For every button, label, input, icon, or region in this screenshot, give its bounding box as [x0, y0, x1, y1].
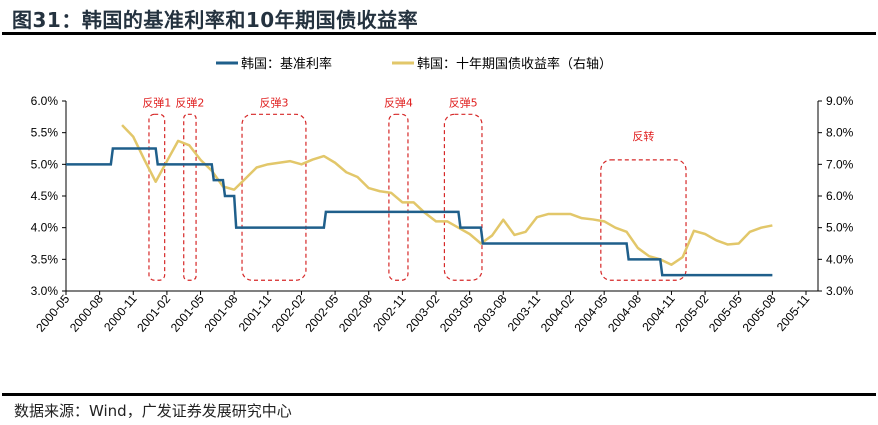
x-tick-label: 2003-02: [403, 292, 442, 335]
annotation-box: [388, 113, 409, 281]
left-tick-label: 3.0%: [31, 284, 59, 298]
source-rule: [2, 393, 876, 396]
right-tick-label: 9.0%: [826, 94, 854, 108]
x-tick-label: 2000-11: [101, 292, 140, 334]
source-note: 数据来源：Wind，广发证券发展研究中心: [14, 402, 292, 420]
figure-title: 图31：韩国的基准利率和10年期国债收益率: [12, 8, 419, 32]
right-tick-label: 7.0%: [826, 157, 854, 171]
x-tick-label: 2004-02: [538, 292, 577, 335]
x-tick-label: 2005-05: [706, 292, 745, 335]
x-tick-label: 2003-08: [471, 292, 510, 335]
x-tick-label: 2003-11: [505, 292, 544, 334]
x-tick-label: 2005-08: [740, 292, 779, 335]
x-tick-label: 2005-11: [774, 292, 813, 334]
yield-series-line: [121, 124, 773, 266]
legend-label-policy-rate: 韩国：基准利率: [241, 56, 332, 72]
x-tick-label: 2001-05: [168, 292, 207, 335]
x-tick-label: 2002-11: [370, 292, 409, 334]
right-tick-label: 3.0%: [826, 284, 854, 298]
x-tick-label: 2000-08: [67, 292, 106, 335]
left-tick-label: 3.5%: [31, 252, 59, 266]
x-tick-label: 2002-05: [302, 292, 341, 335]
annotation-label: 反转: [632, 129, 654, 143]
right-tick-label: 5.0%: [826, 221, 854, 235]
left-tick-label: 4.5%: [31, 189, 59, 203]
annotation-label: 反弹3: [259, 95, 288, 109]
policy-rate-series-line: [66, 147, 773, 277]
x-tick-label: 2001-02: [134, 292, 173, 335]
left-tick-label: 6.0%: [31, 94, 59, 108]
x-tick-label: 2004-11: [639, 292, 678, 334]
x-tick-label: 2001-08: [201, 292, 240, 335]
x-tick-label: 2003-05: [437, 292, 476, 335]
left-tick-label: 5.0%: [31, 157, 59, 171]
annotation-label: 反弹4: [384, 95, 413, 109]
x-tick-label: 2000-05: [33, 292, 72, 335]
annotation-box: [183, 113, 197, 281]
x-tick-label: 2004-08: [605, 292, 644, 335]
title-rule: [2, 32, 876, 35]
right-tick-label: 4.0%: [826, 252, 854, 266]
x-tick-label: 2004-05: [571, 292, 610, 335]
left-tick-label: 4.0%: [31, 221, 59, 235]
legend-label-yield: 韩国：十年期国债收益率（右轴）: [417, 56, 612, 72]
annotation-label: 反弹1: [142, 95, 171, 109]
right-tick-label: 6.0%: [826, 189, 854, 203]
left-tick-label: 5.5%: [31, 126, 59, 140]
x-tick-label: 2005-02: [672, 292, 711, 335]
annotation-label: 反弹5: [449, 95, 478, 109]
x-tick-label: 2002-02: [269, 292, 308, 335]
right-tick-label: 8.0%: [826, 126, 854, 140]
annotation-box: [241, 113, 307, 281]
annotation-label: 反弹2: [175, 95, 204, 109]
annotation-box: [443, 113, 483, 281]
annotation-box: [148, 113, 166, 281]
x-tick-label: 2002-08: [336, 292, 375, 335]
x-tick-label: 2001-11: [236, 292, 275, 334]
